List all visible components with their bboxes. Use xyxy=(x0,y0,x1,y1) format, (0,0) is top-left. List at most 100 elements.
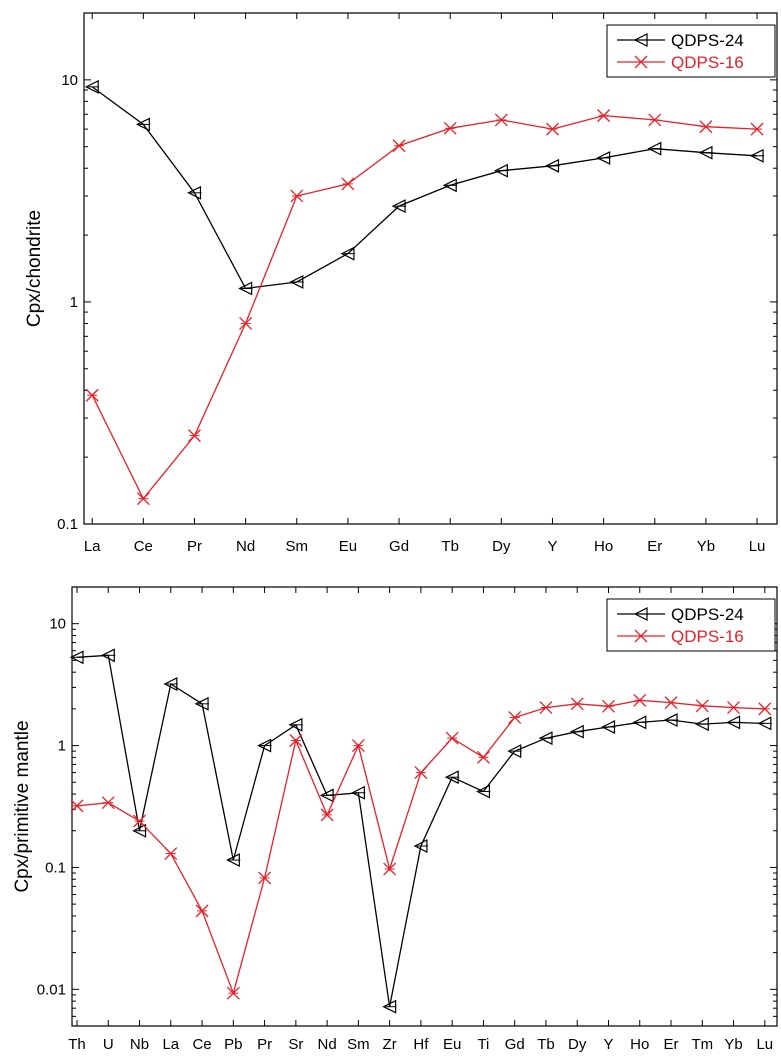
data-point xyxy=(135,117,151,132)
data-point xyxy=(494,113,508,127)
x-tick-label: Hf xyxy=(413,1036,429,1053)
data-point xyxy=(195,904,209,918)
chart-2: 0.01 0.1 1 10 Cpx/primitive mantle Th U Nb La Ce P… xyxy=(12,586,778,1053)
legend: QDPS-24 QDPS-16 xyxy=(606,24,776,78)
x-tick-label: Tb xyxy=(441,538,459,555)
x-tick-label: Eu xyxy=(443,1036,461,1053)
x-tick-label: Pb xyxy=(224,1036,242,1053)
data-point xyxy=(444,770,460,785)
x-tick-label: Nd xyxy=(318,1036,337,1053)
data-point xyxy=(319,788,335,803)
x-tick-label: Nd xyxy=(236,538,255,555)
data-point xyxy=(602,699,615,713)
x-tick-label: La xyxy=(162,1036,179,1053)
data-point xyxy=(383,862,397,876)
series-QDPS-16 xyxy=(70,693,772,1000)
x-tick-label: Zr xyxy=(383,1036,397,1053)
data-point xyxy=(257,738,272,753)
x-tick-label: Ho xyxy=(630,1036,649,1053)
x-tick-label: Pr xyxy=(187,538,202,555)
data-point xyxy=(699,120,713,134)
data-point xyxy=(85,388,99,402)
y-tick-label: 10 xyxy=(49,616,66,633)
data-point xyxy=(664,696,678,710)
y-tick-label: 10 xyxy=(61,72,78,89)
data-point xyxy=(569,724,585,739)
data-point xyxy=(382,999,397,1014)
data-point xyxy=(749,148,765,163)
y-tick-label: 0.1 xyxy=(45,859,66,876)
legend-box xyxy=(606,24,776,78)
x-tick-label: Ti xyxy=(477,1036,489,1053)
data-point xyxy=(290,189,304,203)
x-tick-label: Gd xyxy=(389,538,409,555)
x-tick-label: Dy xyxy=(568,1036,587,1053)
data-point xyxy=(225,853,241,868)
x-tick-label: Tm xyxy=(691,1036,713,1053)
data-point xyxy=(443,121,457,135)
data-point xyxy=(187,185,202,200)
x-tick-label: Lu xyxy=(749,538,766,555)
data-point xyxy=(289,734,303,747)
data-point xyxy=(694,717,710,732)
series-QDPS-24 xyxy=(84,79,765,296)
x-tick-label: Sm xyxy=(347,1036,370,1053)
data-point xyxy=(69,650,85,665)
x-tick-label: Sr xyxy=(288,1036,303,1053)
legend: QDPS-24 QDPS-16 xyxy=(606,598,776,652)
data-point xyxy=(727,701,741,715)
data-point xyxy=(392,139,406,153)
series-line xyxy=(76,654,765,1007)
data-point xyxy=(507,744,522,759)
series-line xyxy=(91,114,758,500)
series-line xyxy=(91,86,758,290)
legend-box xyxy=(606,598,776,652)
data-point xyxy=(258,871,272,885)
data-point xyxy=(698,145,713,160)
x-tick-label: Ho xyxy=(594,538,613,555)
x-tick-label: Sm xyxy=(286,538,309,555)
legend-label: QDPS-16 xyxy=(671,627,744,646)
data-point xyxy=(391,199,407,214)
series-QDPS-24 xyxy=(69,648,772,1014)
data-point xyxy=(132,823,147,838)
x-tick-label: Yb xyxy=(724,1036,742,1053)
data-point xyxy=(596,150,611,165)
legend-marker xyxy=(634,629,648,643)
x-tick-label: La xyxy=(84,538,101,555)
legend-label: QDPS-24 xyxy=(671,605,744,624)
data-point xyxy=(239,316,253,330)
data-point xyxy=(320,808,334,822)
legend-label: QDPS-16 xyxy=(671,53,744,72)
data-point xyxy=(341,177,355,191)
data-point xyxy=(163,677,178,691)
legend-label: QDPS-24 xyxy=(671,31,744,50)
x-tick-label: Lu xyxy=(756,1036,773,1053)
data-point xyxy=(601,720,616,734)
x-tick-label: U xyxy=(103,1036,114,1053)
chart-1: 0.1 1 10 Cpx/chondrite La Ce Pr Nd Sm Eu Gd Tb Dy Y Ho… xyxy=(24,12,778,555)
x-tick-label: Dy xyxy=(492,538,511,555)
x-tick-label: Gd xyxy=(505,1036,525,1053)
data-point xyxy=(539,701,553,715)
data-point xyxy=(188,429,201,443)
x-tick-label: Pr xyxy=(257,1036,272,1053)
data-point xyxy=(476,750,490,764)
data-point xyxy=(445,731,459,745)
data-point xyxy=(597,109,611,123)
data-point xyxy=(442,178,458,193)
data-point xyxy=(633,693,647,707)
data-point xyxy=(663,713,679,727)
data-point xyxy=(351,785,366,800)
x-tick-label: Yb xyxy=(697,538,715,555)
data-point xyxy=(194,696,210,711)
x-tick-label: Y xyxy=(603,1036,613,1053)
y-tick-label: 1 xyxy=(70,294,78,311)
data-point xyxy=(538,731,553,746)
data-point xyxy=(351,739,365,753)
data-point xyxy=(100,648,116,663)
data-point xyxy=(288,717,303,732)
data-point xyxy=(164,847,178,861)
y-axis-label: Cpx/primitive mantle xyxy=(12,720,33,892)
